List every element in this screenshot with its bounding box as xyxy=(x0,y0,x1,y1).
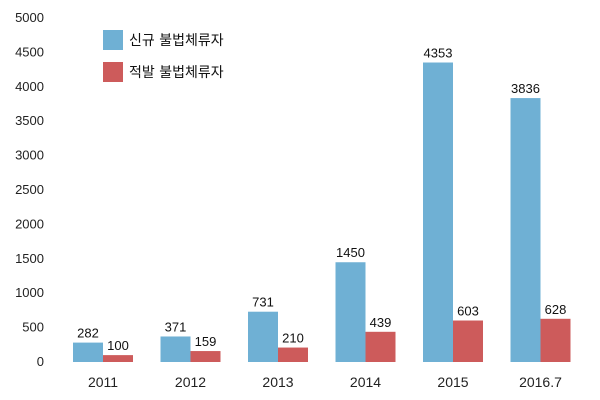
y-tick-label: 2500 xyxy=(15,182,44,197)
data-label: 159 xyxy=(195,334,217,349)
y-axis: 0 500 1000 1500 2000 2500 3000 3500 4000 4500 5000 xyxy=(15,10,44,369)
bar-caught-2012 xyxy=(190,351,221,362)
data-label: 210 xyxy=(282,331,304,346)
bar-caught-2013 xyxy=(278,347,308,362)
data-label: 439 xyxy=(370,315,392,330)
bar-caught-2016.7 xyxy=(540,318,571,362)
y-tick-label: 1000 xyxy=(15,285,44,300)
data-label: 603 xyxy=(457,304,479,319)
bar-caught-2011 xyxy=(103,355,133,362)
legend-label: 신규 불법체류자 xyxy=(129,33,224,49)
y-tick-label: 3500 xyxy=(15,113,44,128)
y-tick-label: 4500 xyxy=(15,44,44,59)
data-label: 731 xyxy=(252,295,274,310)
y-tick-label: 0 xyxy=(37,354,44,369)
y-tick-label: 500 xyxy=(22,320,44,335)
legend-swatch xyxy=(103,30,123,50)
bar-caught-2014 xyxy=(365,331,396,362)
y-tick-label: 3000 xyxy=(15,148,44,163)
data-label: 100 xyxy=(107,338,129,353)
data-label: 4353 xyxy=(424,46,453,61)
x-tick-label: 2012 xyxy=(175,374,206,390)
y-tick-label: 4000 xyxy=(15,79,44,94)
y-tick-label: 1500 xyxy=(15,251,44,266)
x-tick-label: 2015 xyxy=(437,374,468,390)
bar-new-2014 xyxy=(335,262,366,362)
bar-new-2016.7 xyxy=(510,98,541,363)
bar-new-2015 xyxy=(423,62,453,362)
bar-new-2013 xyxy=(248,311,278,362)
data-label: 1450 xyxy=(336,245,365,260)
x-tick-label: 2013 xyxy=(262,374,293,390)
bar-new-2011 xyxy=(73,342,103,362)
x-tick-label: 2011 xyxy=(88,374,118,390)
y-tick-label: 2000 xyxy=(15,216,44,231)
x-tick-label: 2016.7 xyxy=(519,374,562,390)
bar-caught-2015 xyxy=(453,320,483,362)
y-tick-label: 5000 xyxy=(15,10,44,25)
data-label: 371 xyxy=(165,319,187,334)
x-tick-label: 2014 xyxy=(350,374,381,390)
data-label: 628 xyxy=(545,302,567,317)
legend-label: 적발 불법체류자 xyxy=(129,65,224,81)
plot-area: 282 100 371 159 731 210 1450 439 4353 603 3836 628 xyxy=(73,46,571,363)
x-axis: 2011 2012 2013 2014 2015 2016.7 xyxy=(88,374,562,390)
bar-new-2012 xyxy=(160,336,191,362)
legend-swatch xyxy=(103,62,123,82)
data-label: 3836 xyxy=(511,81,540,96)
data-label: 282 xyxy=(77,326,99,341)
